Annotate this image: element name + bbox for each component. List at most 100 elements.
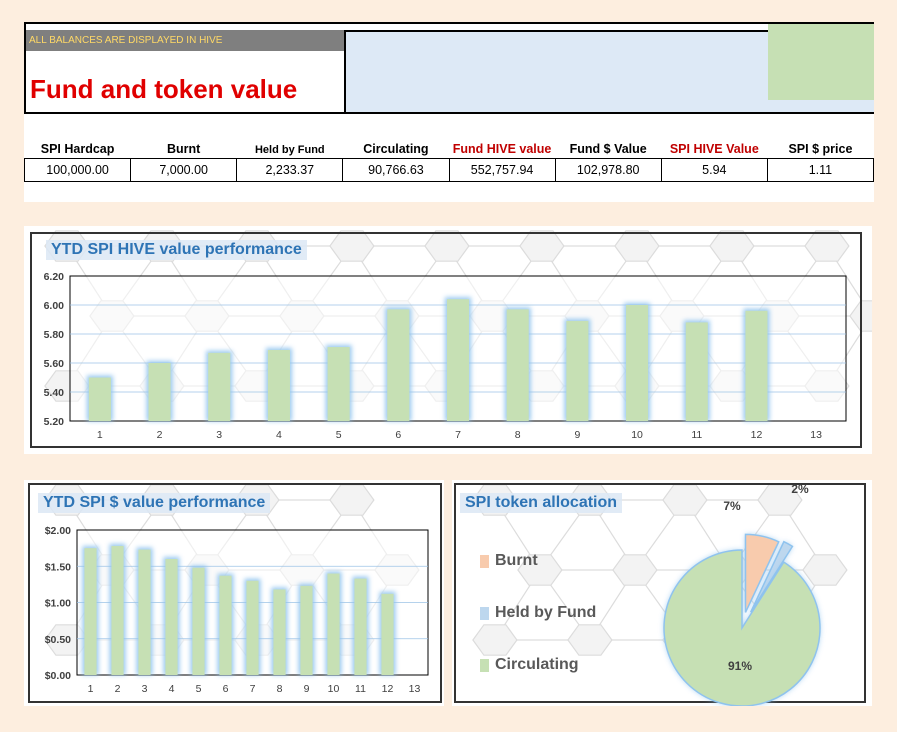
header-fund-usd-value: Fund $ Value <box>569 141 647 156</box>
y-tick-label: 6.00 <box>44 300 65 312</box>
header-spi-usd-price: SPI $ price <box>788 141 853 156</box>
y-tick-label: 5.80 <box>44 329 65 341</box>
x-tick-label: 11 <box>355 683 366 695</box>
bar <box>267 349 290 421</box>
y-tick-label: $0.00 <box>45 670 71 682</box>
balances-banner: ALL BALANCES ARE DISPLAYED IN HIVE <box>26 30 344 51</box>
bar <box>506 309 529 421</box>
header-circulating: Circulating <box>363 141 429 156</box>
network-node <box>519 230 565 262</box>
chart-frame <box>454 483 866 703</box>
legend-circulating: Circulating <box>480 656 579 674</box>
slice-value-label: 2% <box>791 482 809 496</box>
blue-info-strip <box>768 100 874 112</box>
y-tick-label: 6.20 <box>44 271 65 283</box>
stats-table: SPI Hardcap Burnt Held by Fund Circulati… <box>23 136 875 182</box>
bar <box>387 309 410 421</box>
x-tick-label: 5 <box>336 429 342 441</box>
pie-slice-circulating <box>663 549 821 706</box>
x-tick-label: 1 <box>88 683 94 695</box>
bar <box>354 578 367 675</box>
network-node <box>804 230 850 262</box>
chart-frame <box>28 483 442 703</box>
x-tick-label: 3 <box>216 429 222 441</box>
network-node <box>709 230 755 262</box>
network-node <box>612 554 658 586</box>
x-tick-label: 9 <box>574 429 580 441</box>
bar <box>138 549 151 675</box>
bar <box>111 545 124 675</box>
bar <box>300 585 313 675</box>
green-info-box <box>768 24 874 100</box>
allocation-chart-title: SPI token allocation <box>460 493 623 513</box>
y-tick-label: $0.50 <box>45 634 71 646</box>
bar <box>381 593 394 675</box>
bar <box>327 347 350 421</box>
bar <box>273 589 286 675</box>
bar <box>327 573 340 675</box>
x-tick-label: 3 <box>142 683 148 695</box>
x-tick-label: 9 <box>304 683 310 695</box>
x-tick-label: 2 <box>157 429 163 441</box>
x-tick-label: 2 <box>115 683 121 695</box>
bar <box>88 377 111 421</box>
x-tick-label: 10 <box>631 429 643 441</box>
y-tick-label: $1.00 <box>45 598 71 610</box>
network-node <box>614 230 660 262</box>
bar <box>685 322 708 421</box>
value-spi-hive-value: 5.94 <box>660 157 768 182</box>
value-spi-hardcap: 100,000.00 <box>23 157 132 182</box>
x-tick-label: 10 <box>328 683 340 695</box>
x-tick-label: 13 <box>409 683 421 695</box>
x-tick-label: 6 <box>223 683 229 695</box>
legend-swatch-held <box>480 606 489 620</box>
network-node <box>329 230 375 262</box>
usd-chart-title: YTD SPI $ value performance <box>38 493 271 513</box>
bar <box>626 305 649 421</box>
allocation-pie-chart: 7% 2% 91% <box>663 482 821 706</box>
bar <box>219 575 232 675</box>
x-tick-label: 7 <box>455 429 461 441</box>
header-spi-hardcap: SPI Hardcap <box>40 141 115 156</box>
bar <box>446 299 470 421</box>
y-tick-label: 5.60 <box>44 358 65 370</box>
network-node <box>424 230 470 262</box>
value-burnt: 7,000.00 <box>130 157 238 182</box>
network-node <box>802 554 848 586</box>
value-fund-usd-value: 102,978.80 <box>554 157 662 182</box>
chart-frame <box>30 232 862 448</box>
y-tick-label: $1.50 <box>45 561 71 573</box>
value-fund-hive-value: 552,757.94 <box>448 157 556 182</box>
network-node <box>567 624 613 656</box>
bar <box>246 580 259 675</box>
stats-value-row: 100,000.00 7,000.00 2,233.37 90,766.63 5… <box>23 157 875 182</box>
x-tick-label: 11 <box>691 429 702 441</box>
bar <box>165 559 178 675</box>
header-burnt: Burnt <box>167 141 201 156</box>
x-tick-label: 8 <box>515 429 521 441</box>
header-fund-hive-value: Fund HIVE value <box>452 141 552 156</box>
hive-value-bar-chart: 5.205.405.605.806.006.201 2 3 4 5 6 7 8 9 10 11 12 1… <box>44 271 847 441</box>
pie-slice-burnt <box>744 533 780 613</box>
x-tick-label: 8 <box>277 683 283 695</box>
value-spi-usd-price: 1.11 <box>766 157 875 182</box>
x-tick-label: 12 <box>382 683 394 695</box>
bar <box>148 363 171 421</box>
usd-value-bar-chart: $0.00$0.50$1.00$1.50$2.001 2 3 4 5 6 7 8 9 10 11 12… <box>45 525 429 695</box>
y-tick-label: 5.20 <box>44 416 65 428</box>
header-held-by-fund: Held by Fund <box>254 143 325 156</box>
legend-label-held: Held by Fund <box>495 604 597 621</box>
legend-swatch-burnt <box>480 554 489 568</box>
header-box: ALL BALANCES ARE DISPLAYED IN HIVE Fund … <box>24 22 874 114</box>
network-node <box>517 554 563 586</box>
stats-header-row: SPI Hardcap Burnt Held by Fund Circulati… <box>25 136 874 158</box>
slice-value-label: 7% <box>723 499 741 513</box>
x-tick-label: 7 <box>250 683 256 695</box>
pie-slice-held-by-fund <box>749 540 794 613</box>
legend-swatch-circulating <box>480 658 489 672</box>
x-tick-label: 1 <box>97 429 103 441</box>
y-tick-label: 5.40 <box>44 387 65 399</box>
legend-held-by-fund: Held by Fund <box>480 604 596 622</box>
x-tick-label: 4 <box>169 683 175 695</box>
bar <box>192 567 205 675</box>
